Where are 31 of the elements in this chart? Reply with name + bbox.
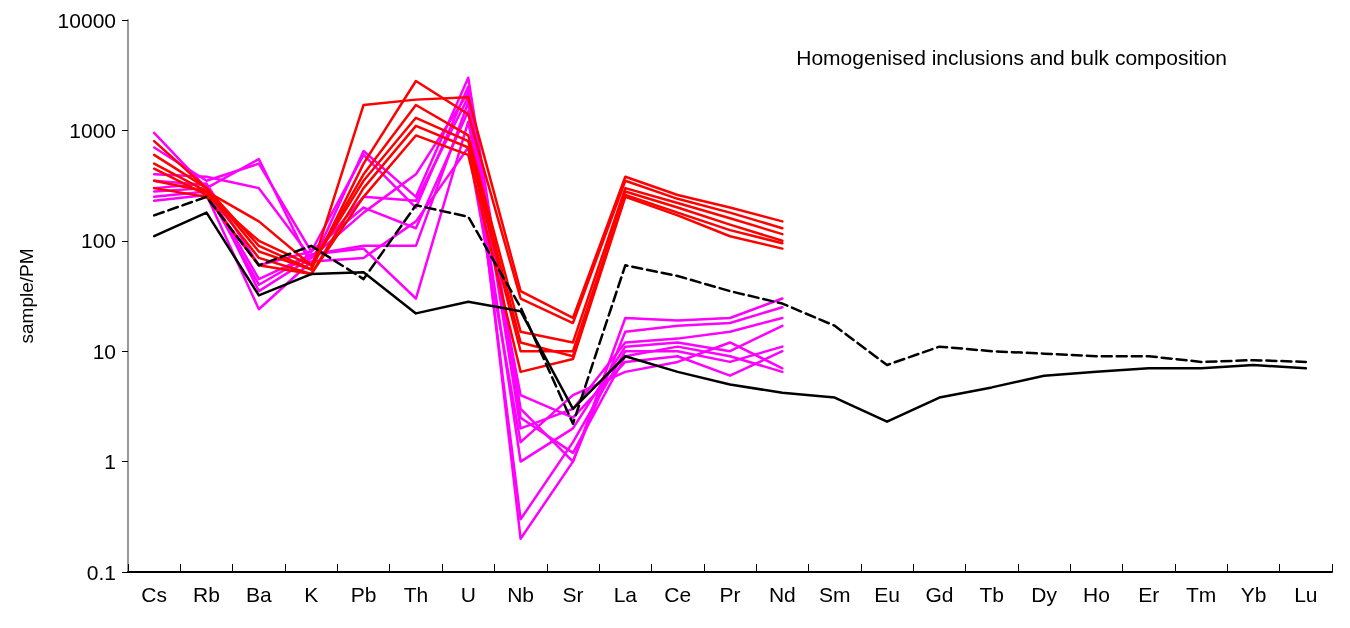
x-tick-label: Gd [925, 583, 954, 606]
y-axis-title: sample/PM [16, 248, 37, 344]
x-tick-label: La [613, 583, 638, 606]
y-tick-label: 0.1 [86, 560, 116, 584]
x-tick-label: Rb [193, 583, 220, 606]
x-tick-label: Lu [1294, 583, 1318, 606]
x-tick-label: Sr [562, 583, 584, 606]
y-tick-label: 10000 [57, 8, 116, 32]
x-tick-label: Pr [719, 583, 741, 606]
x-tick-label: K [304, 583, 319, 606]
x-tick-label: Th [403, 583, 429, 606]
y-tick-label: 10 [92, 339, 116, 363]
y-tick-label: 100 [80, 229, 116, 253]
y-tick-label: 1000 [69, 118, 116, 142]
x-tick-label: Sm [818, 583, 851, 606]
x-tick-label: Dy [1031, 583, 1058, 606]
x-tick-label: Yb [1240, 583, 1267, 606]
x-tick-label: Cs [141, 583, 168, 606]
y-tick-label: 1 [104, 450, 116, 474]
x-tick-label: Tb [979, 583, 1004, 606]
x-tick-label: Ho [1083, 583, 1110, 606]
x-tick-label: U [460, 583, 476, 606]
x-tick-label: Tm [1185, 583, 1217, 606]
x-tick-label: Ba [246, 583, 273, 606]
x-tick-label: Pb [350, 583, 377, 606]
x-tick-label: Ce [664, 583, 692, 606]
x-tick-label: Nb [507, 583, 535, 606]
text: Homogenised inclusions and bulk composition [796, 46, 1227, 69]
x-tick-label: Er [1138, 583, 1160, 606]
x-tick-label: Nd [768, 583, 796, 606]
x-tick-label: Eu [874, 583, 900, 606]
